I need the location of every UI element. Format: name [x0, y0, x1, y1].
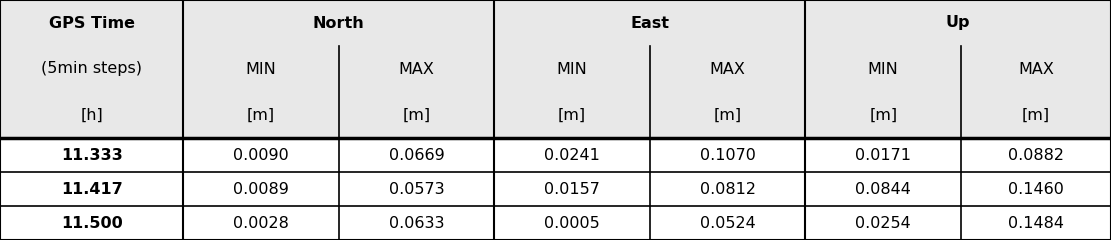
- Text: MIN: MIN: [246, 61, 277, 77]
- Text: MIN: MIN: [557, 61, 588, 77]
- Polygon shape: [0, 0, 1111, 138]
- Text: 0.0005: 0.0005: [544, 216, 600, 230]
- Text: [m]: [m]: [869, 108, 898, 122]
- Text: Up: Up: [945, 16, 971, 30]
- Text: North: North: [313, 16, 364, 30]
- Text: 0.0254: 0.0254: [855, 216, 911, 230]
- Text: 0.1070: 0.1070: [700, 148, 755, 162]
- Text: 0.0524: 0.0524: [700, 216, 755, 230]
- Text: [m]: [m]: [1022, 108, 1050, 122]
- Polygon shape: [0, 206, 1111, 240]
- Text: 0.0241: 0.0241: [544, 148, 600, 162]
- Text: 0.0028: 0.0028: [233, 216, 289, 230]
- Text: 0.0669: 0.0669: [389, 148, 444, 162]
- Text: MAX: MAX: [1018, 61, 1054, 77]
- Text: 0.1460: 0.1460: [1008, 181, 1064, 197]
- Text: 0.0633: 0.0633: [389, 216, 444, 230]
- Text: 0.0882: 0.0882: [1008, 148, 1064, 162]
- Text: [h]: [h]: [80, 108, 103, 122]
- Polygon shape: [0, 172, 1111, 206]
- Text: 0.0089: 0.0089: [233, 181, 289, 197]
- Text: 0.0090: 0.0090: [233, 148, 289, 162]
- Text: 0.1484: 0.1484: [1008, 216, 1064, 230]
- Text: 0.0844: 0.0844: [855, 181, 911, 197]
- Text: [m]: [m]: [713, 108, 742, 122]
- Text: 0.0157: 0.0157: [544, 181, 600, 197]
- Text: 11.417: 11.417: [61, 181, 122, 197]
- Text: East: East: [630, 16, 670, 30]
- Text: 0.0812: 0.0812: [700, 181, 755, 197]
- Text: 11.333: 11.333: [61, 148, 122, 162]
- Text: MAX: MAX: [710, 61, 745, 77]
- Text: 0.0573: 0.0573: [389, 181, 444, 197]
- Text: 0.0171: 0.0171: [855, 148, 911, 162]
- Text: (5min steps): (5min steps): [41, 61, 142, 77]
- Text: GPS Time: GPS Time: [49, 16, 134, 30]
- Text: [m]: [m]: [402, 108, 431, 122]
- Text: 11.500: 11.500: [61, 216, 122, 230]
- Text: MAX: MAX: [399, 61, 434, 77]
- Text: [m]: [m]: [558, 108, 587, 122]
- Text: [m]: [m]: [247, 108, 276, 122]
- Polygon shape: [0, 138, 1111, 172]
- Text: MIN: MIN: [868, 61, 899, 77]
